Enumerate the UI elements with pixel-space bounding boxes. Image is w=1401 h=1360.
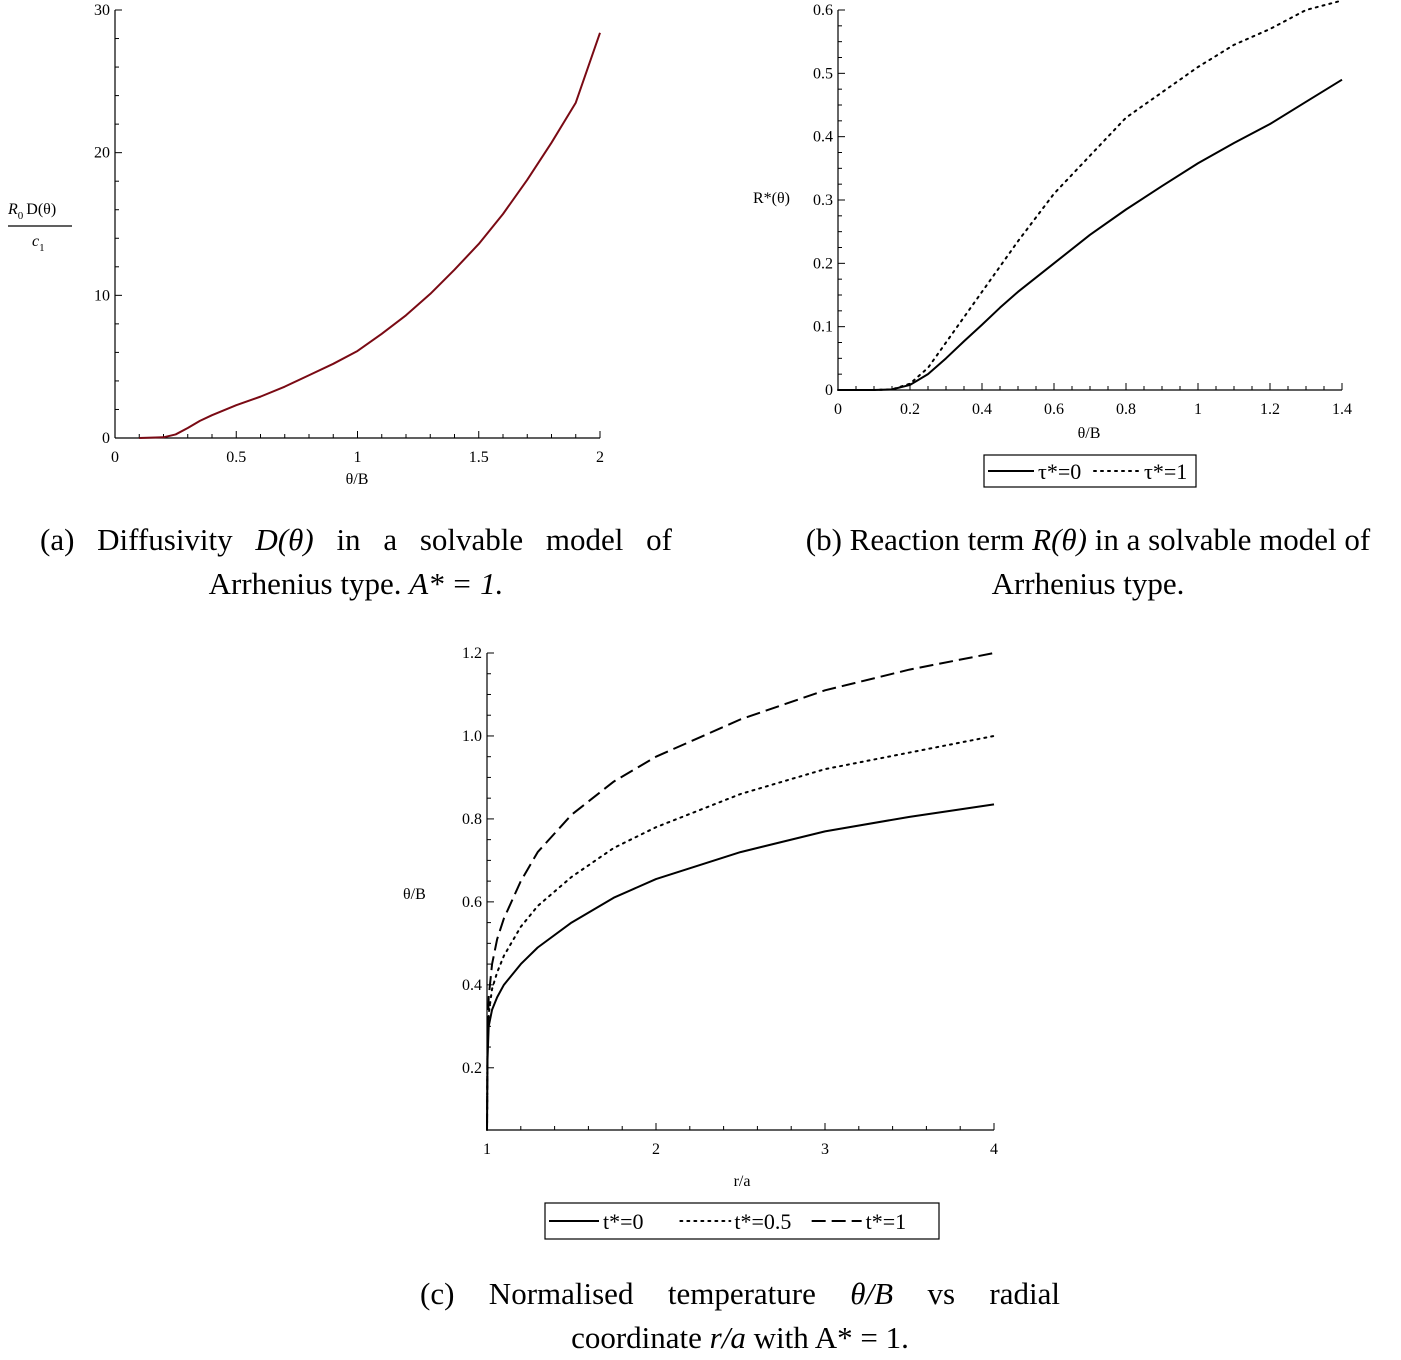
y-tick-label: 1.2 bbox=[462, 645, 482, 662]
x-tick-label: 1.5 bbox=[469, 449, 489, 466]
legend-label: t*=0.5 bbox=[734, 1209, 791, 1234]
x-tick-label: 1 bbox=[354, 449, 362, 466]
caption-c-line2-pre: coordinate bbox=[571, 1320, 710, 1355]
panel-c-y-axis-label: θ/B bbox=[403, 886, 426, 903]
y-tick-label: 0.3 bbox=[813, 192, 833, 209]
caption-a-line1-post: in a solvable model of bbox=[313, 522, 672, 557]
y-tick-label: 0 bbox=[102, 430, 110, 447]
legend-label: τ*=1 bbox=[1144, 459, 1187, 484]
panel-b-legend: τ*=0 τ*=1 bbox=[983, 454, 1197, 488]
legend-label: t*=0 bbox=[603, 1209, 644, 1234]
panel-b-reaction-chart: 0 0.2 0.4 0.6 0.8 1 1.2 1.4 0 0.1 0.2 0.3 0.4 0.5 0.6 θ… bbox=[753, 0, 1352, 488]
panel-a-x-axis-label: θ/B bbox=[346, 471, 369, 488]
legend-label: τ*=0 bbox=[1038, 459, 1081, 484]
series-line-a-0 bbox=[139, 32, 601, 439]
x-tick-label: 0 bbox=[834, 401, 842, 418]
panel-c-x-axis-label: r/a bbox=[734, 1173, 751, 1190]
panel-c-legend: t*=0 t*=0.5 t*=1 bbox=[544, 1202, 940, 1240]
y-tick-label: 1.0 bbox=[462, 728, 482, 745]
caption-c-line1-math: θ/B bbox=[850, 1276, 894, 1311]
x-tick-label: 2 bbox=[596, 449, 604, 466]
y-tick-label: 10 bbox=[94, 287, 110, 304]
caption-b-line2: Arrhenius type. bbox=[775, 562, 1401, 606]
legend-label: t*=1 bbox=[866, 1209, 907, 1234]
a-ylabel-num-rest: D(θ) bbox=[26, 201, 56, 218]
series-line-t*=1 bbox=[486, 652, 995, 1131]
panel-b-y-axis-label: R*(θ) bbox=[753, 190, 790, 207]
svg-text:c1: c1 bbox=[32, 233, 45, 254]
caption-a-line2-pre: Arrhenius type. bbox=[208, 566, 410, 601]
caption-a-line1-pre: (a) Diffusivity bbox=[40, 522, 256, 557]
series-line-t*=0 bbox=[486, 803, 995, 1131]
series-line-τ*=0 bbox=[838, 78, 1343, 391]
legend-box bbox=[544, 1202, 940, 1240]
panel-b-x-axis-label: θ/B bbox=[1078, 425, 1101, 442]
y-tick-label: 30 bbox=[94, 2, 110, 19]
x-tick-label: 1.4 bbox=[1332, 401, 1352, 418]
y-tick-label: 0 bbox=[825, 382, 833, 399]
x-tick-label: 3 bbox=[821, 1141, 829, 1158]
x-tick-label: 0.6 bbox=[1044, 401, 1064, 418]
y-tick-label: 0.8 bbox=[462, 811, 482, 828]
y-tick-label: 0.2 bbox=[462, 1060, 482, 1077]
panel-c-temperature-chart: 1 2 3 40.20.40.60.81.01.2r/aθ/Bt*=0 t*=0.5 t*… bbox=[403, 645, 998, 1240]
y-tick-label: 0.4 bbox=[462, 977, 482, 994]
x-tick-label: 0.2 bbox=[900, 401, 920, 418]
caption-b-line2-pre: Arrhenius type. bbox=[991, 566, 1185, 601]
svg-text:R0D(θ): R0 D(θ) bbox=[7, 201, 56, 222]
y-tick-label: 0.6 bbox=[462, 894, 482, 911]
y-tick-label: 0.6 bbox=[813, 2, 833, 19]
series-line-τ*=1 bbox=[837, 0, 1343, 391]
y-tick-label: 0.1 bbox=[813, 319, 833, 336]
x-tick-label: 2 bbox=[652, 1141, 660, 1158]
y-tick-label: 0.4 bbox=[813, 129, 833, 146]
caption-b-line1: (b) Reaction term R(θ) in a solvable mod… bbox=[775, 518, 1401, 562]
series-line-t*=0.5 bbox=[486, 734, 995, 1131]
x-tick-label: 0 bbox=[111, 449, 119, 466]
caption-c-line1: (c) Normalised temperature θ/B vs radial bbox=[420, 1272, 1060, 1316]
caption-a-line1: (a) Diffusivity D(θ) in a solvable model… bbox=[40, 518, 672, 562]
a-ylabel-den-c: c bbox=[32, 233, 39, 250]
caption-b-line1-math: R(θ) bbox=[1032, 522, 1087, 557]
x-tick-label: 1.2 bbox=[1260, 401, 1280, 418]
y-tick-label: 0.5 bbox=[813, 65, 833, 82]
x-tick-label: 0.5 bbox=[226, 449, 246, 466]
a-ylabel-num-r: R bbox=[7, 201, 18, 218]
y-tick-label: 0.2 bbox=[813, 255, 833, 272]
caption-b-line1-pre: (b) Reaction term bbox=[805, 522, 1033, 557]
caption-c-line1-pre: (c) Normalised temperature bbox=[420, 1276, 851, 1311]
caption-c-line2-post: with A* = 1. bbox=[745, 1320, 909, 1355]
caption-b-line1-post: in a solvable model of bbox=[1086, 522, 1371, 557]
panel-a-y-axis-label: R0 D(θ) c1 bbox=[7, 201, 72, 254]
x-tick-label: 1 bbox=[1194, 401, 1202, 418]
caption-a-line1-math: D(θ) bbox=[255, 522, 314, 557]
caption-c-line2-math: r/a bbox=[709, 1320, 746, 1355]
caption-c-line1-post: vs radial bbox=[893, 1276, 1061, 1311]
x-tick-label: 0.8 bbox=[1116, 401, 1136, 418]
y-tick-label: 20 bbox=[94, 145, 110, 162]
x-tick-label: 4 bbox=[990, 1141, 998, 1158]
caption-a-line2: Arrhenius type. A* = 1. bbox=[40, 562, 672, 606]
caption-a-line2-math: A* = 1. bbox=[409, 566, 504, 601]
x-tick-label: 1 bbox=[483, 1141, 491, 1158]
a-ylabel-num-sub: 0 bbox=[18, 210, 24, 222]
caption-c-line2: coordinate r/a with A* = 1. bbox=[420, 1316, 1060, 1360]
a-ylabel-den-sub: 1 bbox=[39, 242, 45, 254]
x-tick-label: 0.4 bbox=[972, 401, 992, 418]
